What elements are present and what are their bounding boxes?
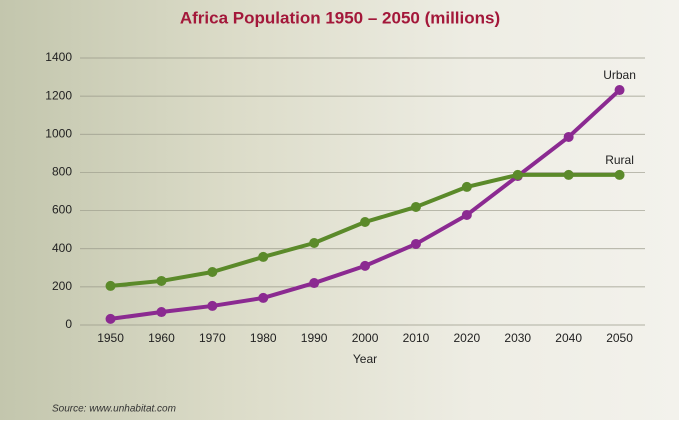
y-tick-label: 800 [52,165,72,179]
y-tick-label: 400 [52,241,72,255]
chart-title: Africa Population 1950 – 2050 (millions) [180,8,500,27]
data-point [207,266,218,277]
data-point [105,313,116,324]
y-tick-label: 1200 [45,88,72,102]
x-tick-label: 2010 [403,331,430,345]
data-point [156,307,167,318]
data-point [563,169,574,180]
data-point [258,292,269,303]
x-tick-label: 1970 [199,331,226,345]
x-tick-label: 2030 [504,331,531,345]
data-point [360,217,371,228]
data-point [461,209,472,220]
data-point [461,181,472,192]
data-point [614,85,625,96]
y-tick-label: 0 [65,317,72,331]
data-point [360,260,371,271]
data-point [309,237,320,248]
data-point [258,251,269,262]
x-tick-label: 1950 [97,331,124,345]
x-tick-label: 1980 [250,331,277,345]
y-tick-label: 1400 [45,50,72,64]
x-tick-label: 2050 [606,331,633,345]
data-point [512,169,523,180]
data-point [563,131,574,142]
data-point [207,300,218,311]
data-point [309,278,320,289]
y-tick-label: 200 [52,279,72,293]
series-line [110,88,621,321]
data-point [410,238,421,249]
x-tick-label: 1960 [148,331,175,345]
source-note: Source: www.unhabitat.com [52,404,176,415]
x-tick-label: 2040 [555,331,582,345]
series-label: Urban [603,68,636,82]
x-tick-label: 2000 [352,331,379,345]
data-point [105,280,116,291]
y-tick-label: 1000 [45,126,72,140]
data-point [410,201,421,212]
y-tick-label: 600 [52,203,72,217]
data-point [156,275,167,286]
x-tick-label: 1990 [301,331,328,345]
series-label: Rural [605,153,634,167]
data-point [614,169,625,180]
x-axis-label: Year [353,352,377,366]
x-tick-label: 2020 [453,331,480,345]
